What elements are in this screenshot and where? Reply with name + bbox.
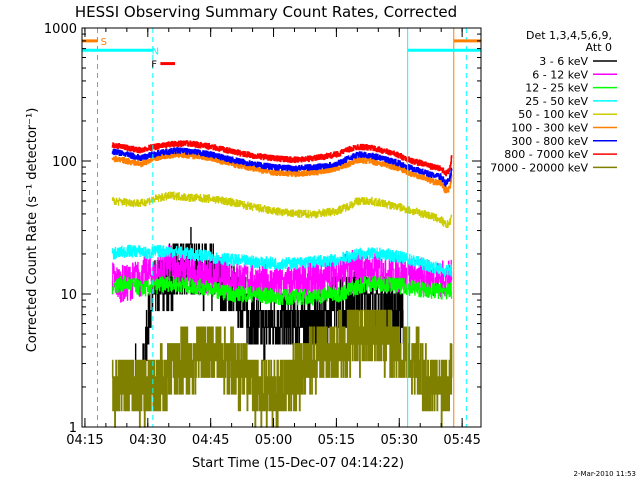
flag-s-label: S <box>101 37 107 48</box>
legend-entry-label: 7000 - 20000 keV <box>490 161 588 174</box>
x-tick-label: 05:00 <box>255 433 292 448</box>
legend-header-line: Det 1,3,4,5,6,9, <box>526 29 612 42</box>
y-tick-label: 1 <box>69 421 77 436</box>
footer-timestamp: 2-Mar-2010 11:53 <box>574 470 636 478</box>
legend-header-line: Att 0 <box>586 41 612 54</box>
y-axis-label: Corrected Count Rate (s⁻¹ detector⁻¹) <box>25 108 40 353</box>
chart-title: HESSI Observing Summary Count Rates, Cor… <box>75 3 457 21</box>
x-tick-label: 05:30 <box>381 433 418 448</box>
legend-entry-label: 800 - 7000 keV <box>504 148 588 161</box>
legend-entry-label: 25 - 50 keV <box>525 95 588 108</box>
x-axis-label: Start Time (15-Dec-07 04:14:22) <box>192 456 404 471</box>
flag-n-label: N <box>152 46 159 57</box>
legend-header: Det 1,3,4,5,6,9,Att 0 <box>526 29 612 54</box>
legend-entry-label: 300 - 800 keV <box>511 135 588 148</box>
y-tick-label: 100 <box>52 155 77 170</box>
y-tick-label: 1000 <box>44 22 77 37</box>
data-traces <box>111 140 453 428</box>
x-tick-label: 05:45 <box>443 433 480 448</box>
legend-entry-label: 12 - 25 keV <box>525 82 588 95</box>
x-tick-label: 04:15 <box>66 433 103 448</box>
flag-f-label: F <box>151 60 157 71</box>
x-tick-label: 04:45 <box>192 433 229 448</box>
legend-entry-label: 6 - 12 keV <box>532 68 588 81</box>
y-tick-label: 10 <box>60 288 77 303</box>
series-50-100-keV-line <box>111 191 453 229</box>
series-12-25-keV-line <box>111 275 453 306</box>
legend-entry-label: 50 - 100 keV <box>518 108 588 121</box>
x-axis: 04:15 04:30 04:45 05:00 05:15 05:30 05:45 <box>66 28 481 448</box>
legend-entry-label: 3 - 6 keV <box>539 55 588 68</box>
series-7000-20000-keV-line <box>111 309 453 428</box>
series-6-12-keV-line <box>111 244 453 303</box>
series-800-7000-keV-line <box>111 140 453 177</box>
x-tick-label: 04:30 <box>129 433 166 448</box>
series-25-50-keV-line <box>111 244 453 277</box>
series-100-300-keV-line <box>111 151 453 194</box>
state-markers <box>97 28 467 427</box>
plot-frame <box>81 27 482 428</box>
series-300-800-keV-line <box>111 147 453 187</box>
legend-entry-label: 100 - 300 keV <box>511 122 588 135</box>
state-flags: S NF <box>82 37 481 71</box>
x-tick-label: 05:15 <box>318 433 355 448</box>
y-axis: 1 10 100 1000 <box>44 22 481 436</box>
